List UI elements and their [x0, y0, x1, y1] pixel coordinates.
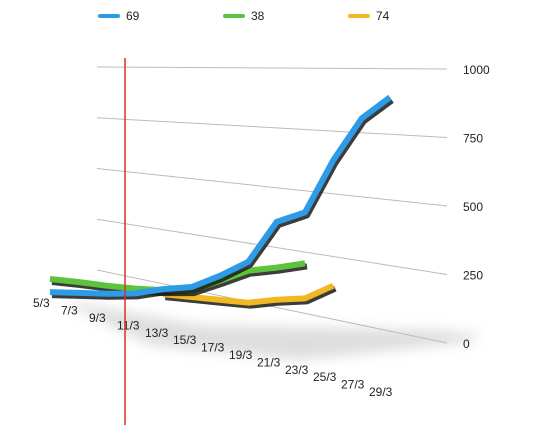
y-tick-label: 750	[463, 132, 483, 146]
x-tick-label: 27/3	[341, 378, 365, 392]
line-shadow	[51, 97, 394, 300]
x-tick-label: 13/3	[145, 326, 169, 340]
x-tick-label: 21/3	[257, 355, 281, 369]
legend-label: 69	[126, 9, 140, 23]
y-tick-label: 500	[463, 200, 483, 214]
x-tick-label: 17/3	[201, 341, 225, 355]
x-tick-label: 9/3	[89, 311, 106, 325]
line	[163, 282, 335, 306]
x-tick-label: 29/3	[369, 385, 393, 399]
line	[49, 94, 392, 297]
x-tick-label: 25/3	[313, 370, 337, 384]
y-tick-label: 0	[463, 337, 470, 351]
legend-label: 38	[251, 9, 265, 23]
x-tick-label: 19/3	[229, 348, 253, 362]
x-tick-label: 23/3	[285, 363, 309, 377]
y-tick-label: 250	[463, 269, 483, 283]
grid-line	[96, 117, 448, 138]
x-tick-label: 7/3	[61, 304, 78, 318]
shadow	[60, 300, 480, 360]
legend-label: 74	[376, 9, 390, 23]
grid-line	[96, 269, 448, 344]
grid-line	[96, 168, 448, 207]
x-tick-label: 5/3	[33, 296, 50, 310]
grid-line	[96, 218, 448, 275]
x-tick-label: 15/3	[173, 333, 197, 347]
x-tick-label: 11/3	[117, 318, 140, 332]
grid-line	[96, 66, 448, 70]
y-tick-label: 1000	[463, 63, 490, 77]
